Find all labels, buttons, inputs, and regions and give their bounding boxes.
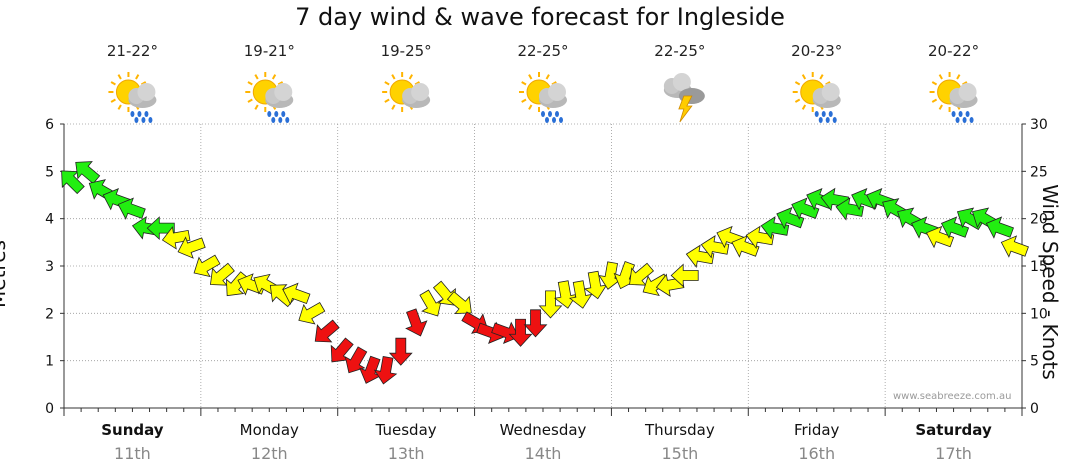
wind-arrow (835, 197, 864, 221)
wind-arrow (330, 337, 354, 363)
partly-sunny-rain-icon (108, 72, 157, 123)
day-date: 14th (524, 444, 562, 463)
day-name: Saturday (915, 421, 992, 439)
wind-arrow (388, 337, 413, 366)
y-right-tick-label: 10 (1030, 306, 1048, 322)
day-name: Tuesday (375, 421, 437, 439)
wind-arrow (359, 355, 382, 384)
y-left-tick-label: 0 (45, 401, 54, 417)
day-temperature: 19-21° (243, 42, 295, 60)
y-right-tick-label: 15 (1030, 259, 1048, 275)
day-name: Friday (793, 421, 840, 439)
day-temperature: 20-23° (791, 42, 843, 60)
day-date: 16th (798, 444, 836, 463)
day-temperature: 22-25° (517, 42, 569, 60)
wind-arrow (314, 319, 340, 343)
wind-arrow (344, 346, 368, 374)
wind-arrow (508, 318, 533, 347)
day-temperature: 19-25° (380, 42, 432, 60)
wind-arrow (75, 161, 101, 185)
wind-arrow (700, 235, 730, 259)
partly-sunny-rain-icon (929, 72, 978, 123)
wind-arrow (925, 225, 955, 249)
day-date: 12th (250, 444, 288, 463)
day-temperature: 22-25° (654, 42, 706, 60)
partly-sunny-rain-icon (792, 72, 841, 123)
wind-arrow (146, 216, 175, 241)
day-name: Thursday (644, 421, 715, 439)
wind-arrow (629, 262, 655, 286)
wind-arrow (670, 263, 699, 288)
wind-arrow (568, 280, 593, 309)
wind-arrow (985, 216, 1014, 239)
wind-arrow (193, 254, 221, 278)
y-left-tick-label: 4 (45, 212, 54, 228)
y-left-tick-label: 6 (45, 117, 54, 133)
wind-arrow (209, 262, 235, 286)
wind-arrow (554, 280, 578, 309)
day-name: Monday (239, 421, 299, 439)
wind-arrow (373, 355, 398, 385)
y-right-tick-label: 20 (1030, 212, 1048, 228)
y-left-tick-label: 1 (45, 354, 54, 370)
wind-arrow (491, 321, 520, 345)
y-right-tick-label: 0 (1030, 401, 1039, 417)
wind-arrow (117, 197, 146, 220)
day-date: 13th (387, 444, 425, 463)
wind-arrow (583, 270, 608, 300)
partly-sunny-rain-icon (519, 72, 567, 123)
wind-arrow (298, 301, 326, 325)
day-name: Sunday (101, 421, 164, 439)
wind-arrow (282, 282, 311, 306)
day-date: 11th (114, 444, 151, 463)
y-right-tick-label: 25 (1030, 164, 1048, 180)
wind-arrow (940, 216, 970, 239)
day-name: Wednesday (499, 421, 587, 439)
y-right-tick-label: 30 (1030, 117, 1048, 133)
wind-arrow (61, 170, 85, 195)
wind-arrow (523, 309, 548, 338)
partly-sunny-rain-icon (245, 72, 294, 123)
wind-arrow (419, 289, 442, 317)
wind-arrow (760, 216, 790, 240)
wind-arrow (776, 206, 805, 230)
wind-arrow (405, 308, 428, 337)
y-right-tick-label: 5 (1030, 354, 1039, 370)
day-date: 15th (661, 444, 699, 463)
thunderstorm-icon (663, 73, 705, 123)
wind-arrow (538, 290, 563, 319)
y-left-tick-label: 5 (45, 164, 54, 180)
day-temperature: 21-22° (106, 42, 158, 60)
y-left-tick-label: 3 (45, 259, 54, 275)
chart-title: 7 day wind & wave forecast for Ingleside (295, 3, 785, 31)
wind-arrow (446, 291, 472, 315)
wind-arrow (791, 197, 820, 220)
day-date: 17th (935, 444, 972, 463)
y-left-tick-label: 2 (45, 306, 54, 322)
wind-arrow (177, 236, 206, 259)
day-temperature: 20-22° (928, 42, 980, 60)
wind-arrow (1000, 235, 1029, 258)
partly-sunny-cloud-icon (382, 72, 431, 112)
wind-arrow (161, 226, 191, 250)
credit-text: www.seabreeze.com.au (893, 391, 1012, 402)
